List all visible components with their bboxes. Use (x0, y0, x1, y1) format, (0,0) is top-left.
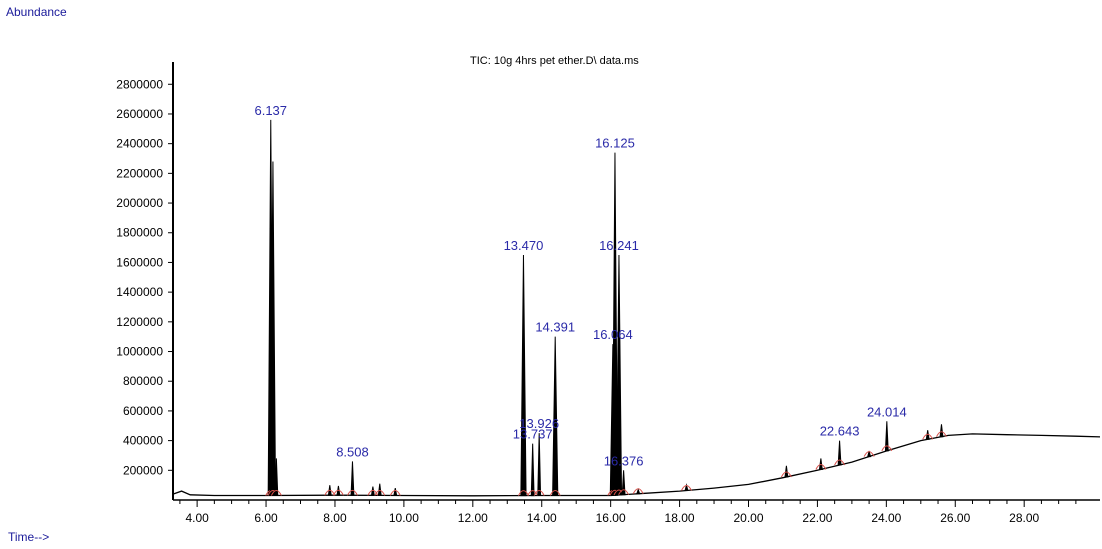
y-tick-label: 400000 (123, 434, 163, 448)
peak-label: 16.376 (604, 453, 644, 468)
x-tick-label: 28.00 (1009, 511, 1039, 525)
y-tick-label: 2800000 (116, 77, 163, 91)
x-tick-label: 6.00 (254, 511, 278, 525)
integration-mark (922, 433, 934, 440)
x-tick-label: 18.00 (665, 511, 695, 525)
integration-mark (549, 490, 561, 496)
x-tick-label: 24.00 (871, 511, 901, 525)
y-tick-label: 800000 (123, 374, 163, 388)
y-tick-label: 1600000 (116, 255, 163, 269)
x-tick-label: 14.00 (527, 511, 557, 525)
peak (684, 483, 689, 491)
y-axis-label: Abundance (6, 5, 67, 19)
peak (884, 421, 889, 452)
integration-mark (780, 471, 792, 478)
integration-mark (834, 459, 846, 466)
y-tick-label: 2400000 (116, 137, 163, 151)
peak (611, 152, 619, 496)
peak-label: 16.064 (593, 327, 633, 342)
x-tick-label: 16.00 (596, 511, 626, 525)
integration-mark (936, 431, 947, 437)
y-tick-label: 2000000 (116, 196, 163, 210)
x-tick-label: 20.00 (733, 511, 763, 525)
integration-mark (389, 490, 401, 496)
peak (274, 458, 279, 497)
y-tick-label: 2200000 (116, 166, 163, 180)
peak (530, 443, 535, 497)
x-tick-label: 8.00 (323, 511, 347, 525)
y-tick-label: 1400000 (116, 285, 163, 299)
peak (867, 450, 872, 458)
x-tick-label: 12.00 (458, 511, 488, 525)
integration-mark (270, 490, 282, 496)
integration-mark (863, 451, 875, 457)
peak (939, 424, 944, 438)
peak (520, 255, 527, 497)
integration-mark (332, 489, 344, 496)
peak-label: 14.391 (535, 320, 575, 335)
peak-label: 13.926 (519, 416, 559, 431)
integration-mark (681, 485, 692, 491)
peak (377, 483, 382, 496)
y-axis: 200000 400000 600000 800000 1000000 1200000 14… (116, 62, 174, 500)
integration-mark (881, 445, 893, 452)
peak-label: 13.470 (504, 238, 544, 253)
peak-label: 16.241 (599, 238, 639, 253)
tic-trace (172, 119, 1101, 497)
peak (818, 458, 823, 470)
x-axis: 4.00 6.00 8.00 10.00 12.00 14.00 16.00 18.00 20.… (173, 499, 1100, 525)
integration-mark (367, 489, 379, 496)
y-tick-label: 200000 (123, 463, 163, 477)
integration-mark (632, 488, 644, 494)
peak (837, 440, 842, 466)
peak-label: 8.508 (336, 444, 369, 459)
x-tick-label: 4.00 (185, 511, 209, 525)
y-tick-label: 1000000 (116, 345, 163, 359)
peak (269, 161, 277, 497)
peak (537, 433, 542, 497)
peak-label: 24.014 (867, 404, 907, 419)
y-tick-label: 600000 (123, 404, 163, 418)
x-tick-label: 10.00 (389, 511, 419, 525)
peak-label: 13.737 (513, 427, 553, 442)
peak (621, 470, 626, 496)
peak (393, 488, 398, 497)
x-tick-label: 22.00 (802, 511, 832, 525)
y-tick-label: 1200000 (116, 315, 163, 329)
peak (636, 488, 641, 495)
integration-mark (347, 489, 358, 496)
peak (615, 255, 623, 496)
peak-label: 16.125 (595, 136, 635, 151)
chart-title: TIC: 10g 4hrs pet ether.D\ data.ms (470, 55, 639, 67)
integration-mark (374, 489, 386, 496)
y-tick-label: 2600000 (116, 107, 163, 121)
peak (784, 465, 789, 478)
integration-mark (618, 489, 630, 495)
integration-mark (533, 490, 545, 496)
y-tick-label: 1800000 (116, 226, 163, 240)
integration-mark (527, 490, 539, 496)
integration-mark (518, 490, 529, 496)
peak (350, 461, 355, 496)
peak-label: 6.137 (254, 103, 287, 118)
integration-mark (815, 464, 827, 470)
peak-label: 22.643 (820, 424, 860, 439)
x-tick-label: 26.00 (940, 511, 970, 525)
peak (552, 336, 559, 497)
x-axis-label: Time--> (8, 530, 49, 544)
